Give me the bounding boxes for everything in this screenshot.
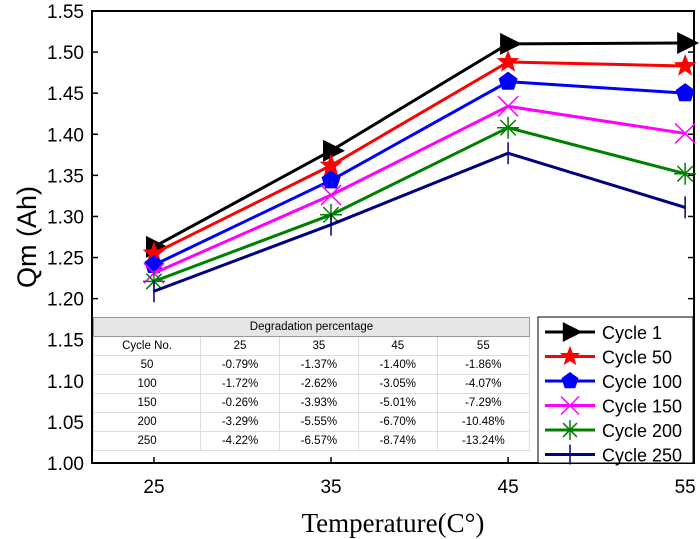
legend-item: Cycle 200	[545, 420, 682, 441]
data-point	[498, 71, 518, 90]
degradation-table: Degradation percentage Cycle No. 25 35 45 55 5…	[92, 317, 531, 451]
table-cell: -1.86%	[436, 355, 531, 375]
table-cell: -1.72%	[200, 374, 280, 394]
series-cycle-1	[145, 32, 700, 258]
table-cell: -4.22%	[200, 431, 280, 451]
table-title: Degradation percentage	[93, 317, 530, 337]
table-cell: 100	[92, 374, 202, 394]
series-line	[153, 60, 686, 255]
table-cell: -3.93%	[278, 393, 359, 413]
x-tick-label: 25	[143, 477, 164, 498]
table-header-cell: 55	[436, 336, 531, 356]
y-tick-label: 1.25	[47, 249, 84, 270]
data-point	[496, 49, 520, 72]
table-cell: -10.48%	[436, 412, 531, 432]
x-tick-label: 55	[675, 477, 696, 498]
table-cell: -3.05%	[357, 374, 438, 394]
y-tick-label: 1.50	[47, 43, 84, 64]
table-cell: -6.57%	[278, 431, 359, 451]
legend: Cycle 1 Cycle 50 Cycle 100 Cycle 150 Cycle 2…	[537, 316, 694, 466]
table-cell: 200	[92, 412, 202, 432]
table-header-cell: Cycle No.	[92, 336, 202, 356]
table-cell: -3.29%	[200, 412, 280, 432]
table-row: 100 -1.72% -2.62% -3.05% -4.07%	[92, 374, 531, 394]
table-header-cell: 25	[200, 336, 280, 356]
legend-item: Cycle 150	[545, 395, 682, 417]
series-cycle-250	[153, 142, 686, 303]
table-header-cell: 45	[357, 336, 438, 356]
legend-label: Cycle 200	[602, 421, 682, 441]
table-row: 200 -3.29% -5.55% -6.70% -10.48%	[92, 412, 531, 432]
data-point	[323, 139, 346, 162]
data-point	[673, 54, 697, 76]
data-point	[319, 153, 343, 176]
table-cell: -4.07%	[436, 374, 531, 394]
table-cell: -0.79%	[200, 355, 280, 375]
data-point	[142, 241, 166, 264]
table-cell: -6.70%	[357, 412, 438, 432]
table-cell: -1.37%	[278, 355, 359, 375]
plot-frame	[91, 10, 695, 464]
table-cell: -0.26%	[200, 393, 280, 413]
table-cell: 50	[92, 355, 202, 375]
y-tick-label: 1.40	[47, 125, 84, 146]
table-cell: -2.62%	[278, 374, 359, 394]
series-cycle-200	[142, 116, 697, 293]
legend-label: Cycle 1	[602, 323, 662, 343]
y-axis-label: Qm (Ah)	[12, 186, 42, 288]
table-header-cell: 35	[278, 336, 359, 356]
series-line	[153, 80, 686, 267]
y-tick-label: 1.35	[47, 166, 84, 187]
x-tick-label: 45	[498, 477, 519, 498]
y-tick-label: 1.30	[47, 207, 84, 228]
data-point	[675, 83, 695, 102]
legend-item: Cycle 50	[545, 345, 672, 368]
table-row: 150 -0.26% -3.93% -5.01% -7.29%	[92, 393, 531, 413]
data-point	[497, 116, 520, 139]
y-tick-label: 1.15	[47, 331, 84, 352]
legend-label: Cycle 50	[602, 348, 672, 368]
data-point	[674, 122, 696, 144]
series-line	[153, 151, 686, 293]
table-row: 250 -4.22% -6.57% -8.74% -13.24%	[92, 431, 531, 451]
series-line	[153, 104, 686, 275]
series-cycle-50	[142, 49, 697, 264]
table-row: 50 -0.79% -1.37% -1.40% -1.86%	[92, 355, 531, 375]
series-line	[153, 126, 686, 283]
legend-label: Cycle 250	[602, 446, 682, 466]
series-line	[153, 41, 686, 249]
y-tick-label: 1.20	[47, 290, 84, 311]
legend-item: Cycle 100	[545, 372, 682, 392]
table-cell: -8.74%	[357, 431, 438, 451]
y-tick-label: 1.10	[47, 372, 84, 393]
legend-item: Cycle 250	[545, 444, 682, 466]
table-cell: 250	[92, 431, 202, 451]
data-point	[674, 162, 697, 185]
legend-item: Cycle 1	[545, 322, 662, 343]
table-cell: 150	[92, 393, 202, 413]
data-point	[677, 32, 700, 55]
legend-label: Cycle 150	[602, 397, 682, 417]
data-point	[500, 32, 523, 55]
data-point	[320, 184, 342, 206]
table-cell: -7.29%	[436, 393, 531, 413]
table-cell: -13.24%	[436, 431, 531, 451]
legend-label: Cycle 100	[602, 372, 682, 392]
table-cell: -5.01%	[357, 393, 438, 413]
y-tick-label: 1.45	[47, 84, 84, 105]
data-point	[321, 170, 341, 189]
table-cell: -5.55%	[278, 412, 359, 432]
y-tick-label: 1.05	[47, 413, 84, 434]
data-point	[497, 95, 519, 117]
x-tick-label: 35	[320, 477, 341, 498]
y-tick-label: 1.00	[47, 454, 84, 475]
x-axis-label: Temperature(C°)	[302, 508, 485, 538]
table-cell: -1.40%	[357, 355, 438, 375]
y-tick-label: 1.55	[47, 2, 84, 23]
